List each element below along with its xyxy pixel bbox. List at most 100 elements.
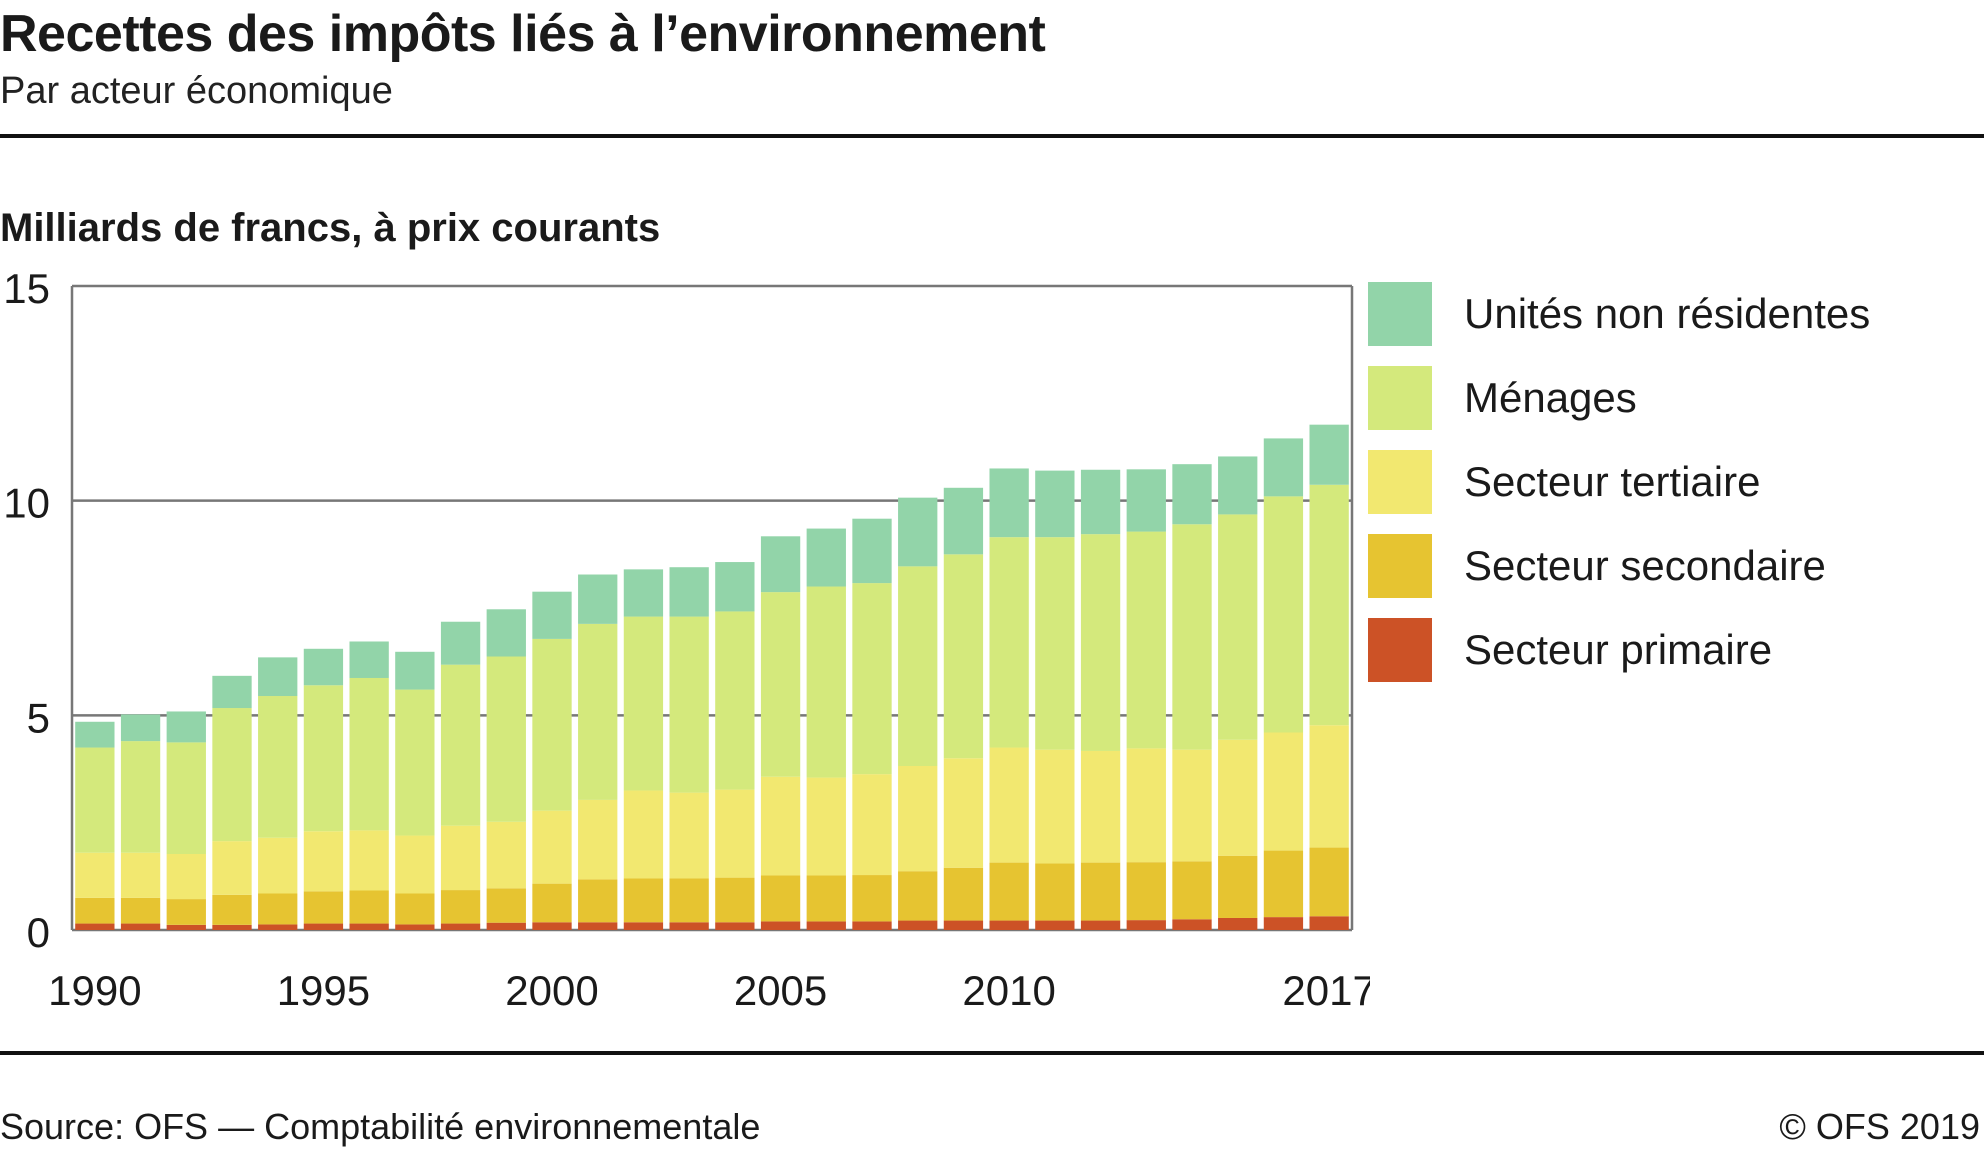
- bar-segment: [395, 689, 435, 836]
- bar-segment: [943, 554, 984, 759]
- x-tick-label: 2000: [505, 967, 598, 1014]
- bar-segment: [1035, 537, 1075, 750]
- bar-segment: [989, 920, 1029, 930]
- y-tick-label: 15: [3, 265, 50, 312]
- bar-segment: [1080, 920, 1121, 930]
- bar-segment: [669, 567, 709, 617]
- bar-segment: [75, 721, 115, 748]
- bar-segment: [760, 536, 801, 593]
- bar-segment: [120, 852, 161, 898]
- bar-segment: [760, 921, 801, 930]
- bar-segment: [395, 835, 435, 894]
- bar-segment: [349, 830, 389, 891]
- y-tick-label: 5: [27, 694, 50, 741]
- bar-segment: [212, 841, 252, 895]
- legend-swatch: [1368, 282, 1432, 346]
- bar-segment: [760, 776, 801, 876]
- bar-segment: [1080, 750, 1121, 863]
- bar-segment: [166, 742, 206, 855]
- bar-segment: [486, 922, 526, 930]
- bar-segment: [623, 616, 664, 791]
- legend-label: Secteur primaire: [1464, 626, 1773, 673]
- bar-segment: [898, 920, 938, 930]
- bar-segment: [212, 924, 252, 930]
- bar-segment: [1172, 749, 1212, 862]
- bar-segment: [349, 677, 389, 831]
- bar-segment: [1263, 850, 1304, 918]
- bar-segment: [715, 611, 755, 790]
- bar-segment: [578, 922, 618, 930]
- legend-swatch: [1368, 618, 1432, 682]
- bar-segment: [806, 777, 846, 876]
- bar-segment: [1263, 496, 1304, 733]
- bar-segment: [486, 888, 526, 923]
- bar-segment: [1309, 847, 1349, 917]
- bar-segment: [806, 921, 846, 930]
- bar-segment: [349, 890, 389, 924]
- bar-segment: [303, 891, 344, 924]
- bar-segment: [75, 897, 115, 924]
- bar-segment: [943, 487, 984, 555]
- bar-segment: [623, 569, 664, 617]
- bar-segment: [623, 922, 664, 930]
- bar-segment: [349, 641, 389, 678]
- bar-segment: [166, 924, 206, 930]
- bar-segment: [578, 879, 618, 923]
- bar-segment: [1263, 732, 1304, 851]
- bar-segment: [1172, 464, 1212, 525]
- y-tick-label: 10: [3, 480, 50, 527]
- bar-segment: [1263, 917, 1304, 930]
- bar-segment: [898, 566, 938, 766]
- bar-segment: [1035, 749, 1075, 864]
- bar-segment: [715, 789, 755, 878]
- bar-segment: [258, 657, 298, 697]
- bar-segment: [258, 696, 298, 838]
- bar-segment: [989, 862, 1029, 921]
- legend-label: Secteur tertiaire: [1464, 458, 1761, 505]
- bar-segment: [303, 685, 344, 832]
- bar-segment: [578, 623, 618, 800]
- bar-segment: [258, 893, 298, 925]
- legend-item-secteur-secondaire: Secteur secondaire: [1368, 534, 1968, 598]
- bar-segment: [989, 747, 1029, 863]
- bar-segment: [715, 562, 755, 612]
- bar-segment: [669, 878, 709, 923]
- bar-segment: [715, 877, 755, 923]
- bar-segment: [898, 765, 938, 872]
- bar-segment: [486, 821, 526, 889]
- legend-swatch: [1368, 366, 1432, 430]
- bar-segment: [943, 920, 984, 930]
- bar-segment: [1080, 469, 1121, 535]
- bar-segment: [1126, 469, 1166, 532]
- legend-swatch: [1368, 534, 1432, 598]
- bar-segment: [1218, 739, 1258, 856]
- bar-segment: [852, 921, 892, 930]
- bar-segment: [1080, 862, 1121, 921]
- bar-segment: [440, 890, 481, 924]
- bar-segment: [989, 468, 1029, 538]
- bar-segment: [349, 923, 389, 930]
- bar-segment: [212, 894, 252, 925]
- bar-segment: [1309, 916, 1349, 930]
- bar-segment: [852, 583, 892, 775]
- bar-segment: [303, 923, 344, 930]
- bar-segment: [623, 790, 664, 879]
- legend-item-menages: Ménages: [1368, 366, 1968, 430]
- bar-segment: [1080, 534, 1121, 751]
- legend-item-secteur-primaire: Secteur primaire: [1368, 618, 1968, 682]
- x-tick-label: 2010: [962, 967, 1055, 1014]
- bar-segment: [806, 875, 846, 922]
- bar-segment: [1263, 438, 1304, 497]
- bar-segment: [1218, 514, 1258, 740]
- bar-segment: [440, 825, 481, 891]
- bar-segment: [669, 922, 709, 930]
- bar-segment: [75, 923, 115, 930]
- bar-segment: [120, 923, 161, 930]
- bar-segment: [120, 741, 161, 853]
- bar-segment: [440, 664, 481, 826]
- bar-segment: [395, 893, 435, 925]
- bar-segment: [898, 871, 938, 921]
- bar-segment: [75, 747, 115, 853]
- x-tick-label: 1995: [277, 967, 370, 1014]
- bar-segment: [1172, 861, 1212, 920]
